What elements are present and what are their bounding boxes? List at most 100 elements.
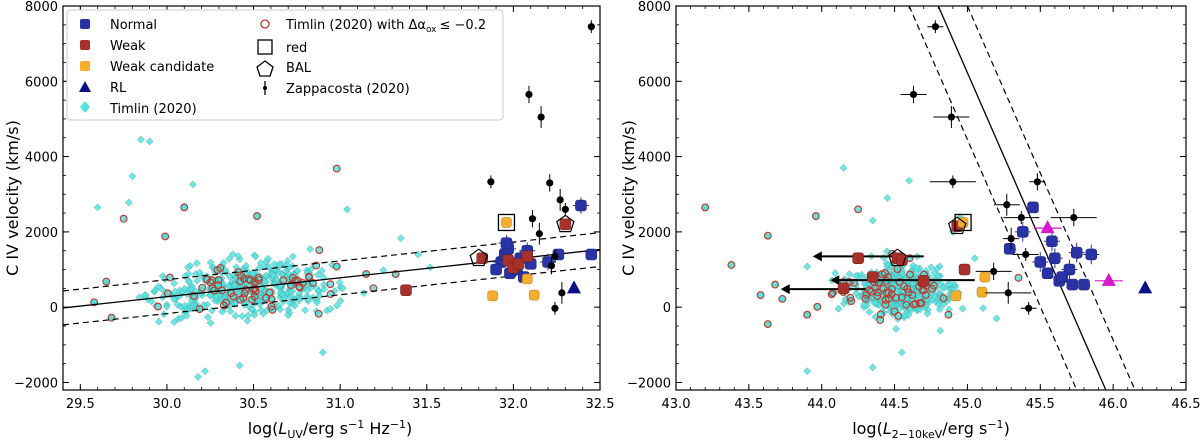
- weak-point: [866, 271, 879, 283]
- timlin-point: [927, 263, 935, 272]
- zappacosta-point: [547, 262, 556, 270]
- normal-point: [585, 248, 598, 261]
- legend-zappacosta: Zappacosta (2020): [286, 82, 410, 97]
- weak-candidate-marker-icon: [80, 61, 90, 71]
- weak-candidate-point: [950, 290, 962, 302]
- timlin-point: [228, 250, 237, 259]
- left-y-axis-label: C IV velocity (km/s): [3, 120, 22, 276]
- left-panel-uv-luminosity: 29.5 30.0 30.5 31.0 31.5 32.0 32.5 −2000 0 2000 40…: [3, 0, 614, 441]
- timlin-point: [193, 276, 201, 285]
- timlin-red-circle: [250, 292, 259, 301]
- rl-point: [567, 280, 582, 294]
- timlin-red-circle: [268, 305, 277, 314]
- timlin-point: [185, 277, 193, 286]
- timlin-point: [319, 273, 328, 282]
- timlin-red-circle: [326, 280, 335, 289]
- normal-point: [1017, 226, 1029, 238]
- left-plot-area: [63, 20, 600, 381]
- timlin-red-circle: [214, 276, 223, 285]
- timlin-point: [235, 361, 244, 370]
- left-axis-ticks: 29.5 30.0 30.5 31.0 31.5 32.0 32.5 −2000 0 2000 40…: [14, 0, 614, 412]
- weak-candidate-point: [528, 289, 540, 301]
- timlin-point: [326, 305, 335, 313]
- timlin-point: [248, 305, 256, 314]
- timlin-point: [912, 264, 921, 272]
- timlin-point: [226, 272, 234, 281]
- right-ytick-label: 6000: [638, 75, 671, 90]
- timlin-point: [360, 289, 368, 297]
- right-xtick-label: 43.0: [662, 397, 691, 412]
- zappacosta-point: [537, 113, 545, 121]
- timlin-point: [343, 205, 351, 214]
- timlin-red-circle: [240, 274, 249, 283]
- timlin-point: [803, 367, 811, 376]
- timlin-red-circle: [861, 294, 870, 303]
- normal-point: [1041, 267, 1054, 280]
- zappacosta-point: [1017, 213, 1025, 222]
- zappacosta-point: [525, 90, 533, 99]
- left-xtick-label: 32.5: [586, 397, 615, 412]
- weak-point: [521, 250, 533, 263]
- legend-box: [66, 9, 504, 121]
- timlin-point: [909, 261, 917, 270]
- timlin-point: [173, 300, 182, 309]
- timlin-red-circle: [107, 313, 116, 322]
- timlin-point: [238, 312, 247, 321]
- timlin-point: [883, 194, 892, 202]
- timlin-point: [379, 266, 388, 275]
- right-xtick-label: 43.5: [734, 397, 763, 412]
- weak-point: [559, 218, 572, 231]
- weak-marker-icon: [80, 40, 90, 50]
- timlin-red-circle: [921, 290, 930, 299]
- timlin-red-circle: [895, 278, 904, 286]
- timlin-point: [244, 311, 253, 320]
- timlin-point: [206, 319, 215, 327]
- timlin-point: [933, 264, 942, 273]
- zappacosta-point: [528, 215, 537, 223]
- zappacosta-point: [947, 113, 956, 121]
- timlin-point: [320, 280, 328, 289]
- bal-pentagon-icon: [256, 60, 274, 77]
- timlin-red-circle: [165, 273, 174, 282]
- timlin-point: [137, 135, 145, 144]
- timlin-point: [923, 309, 932, 318]
- timlin-red-circle: [701, 203, 710, 212]
- timlin-red-circle: [102, 277, 111, 286]
- timlin-red-circle: [881, 300, 890, 309]
- bal-pentagon-marker: [947, 216, 967, 235]
- red-square-icon: [257, 39, 273, 55]
- timlin-point: [945, 305, 953, 314]
- normal-point: [1049, 252, 1061, 264]
- timlin-red-circle: [262, 294, 271, 302]
- timlin-red-circle: [90, 298, 99, 307]
- zappacosta-point: [561, 205, 569, 213]
- timlin-point: [318, 348, 327, 357]
- timlin-point: [199, 301, 208, 309]
- left-xtick-label: 29.5: [66, 397, 95, 412]
- timlin-red-circle: [286, 281, 295, 289]
- timlin-point: [938, 283, 947, 292]
- legend-timlin: Timlin (2020): [109, 102, 197, 117]
- timlin-point: [226, 307, 235, 316]
- left-xtick-label: 30.0: [152, 397, 181, 412]
- left-xtick-label: 32.0: [499, 397, 528, 412]
- timlin-red-circle-icon: [260, 19, 270, 29]
- timlin-point: [212, 292, 221, 300]
- timlin-point: [905, 176, 913, 185]
- timlin-point: [170, 318, 178, 326]
- timlin-point: [868, 363, 877, 372]
- zappacosta-point: [487, 178, 495, 186]
- legend-timlin-red: Timlin (2020) with Δαox ≤ −0.2: [285, 18, 486, 35]
- red-square-marker: [497, 213, 516, 232]
- left-ytick-label: 2000: [25, 226, 58, 241]
- timlin-point: [145, 137, 154, 146]
- left-xtick-label: 30.5: [239, 397, 268, 412]
- timlin-point: [250, 310, 259, 319]
- timlin-red-circle: [866, 287, 875, 296]
- timlin-point: [871, 299, 879, 307]
- right-ytick-label: 8000: [638, 0, 671, 15]
- timlin-point: [150, 286, 159, 295]
- timlin-point: [852, 289, 861, 298]
- timlin-red-circle: [244, 275, 253, 284]
- zappacosta-point: [949, 178, 957, 186]
